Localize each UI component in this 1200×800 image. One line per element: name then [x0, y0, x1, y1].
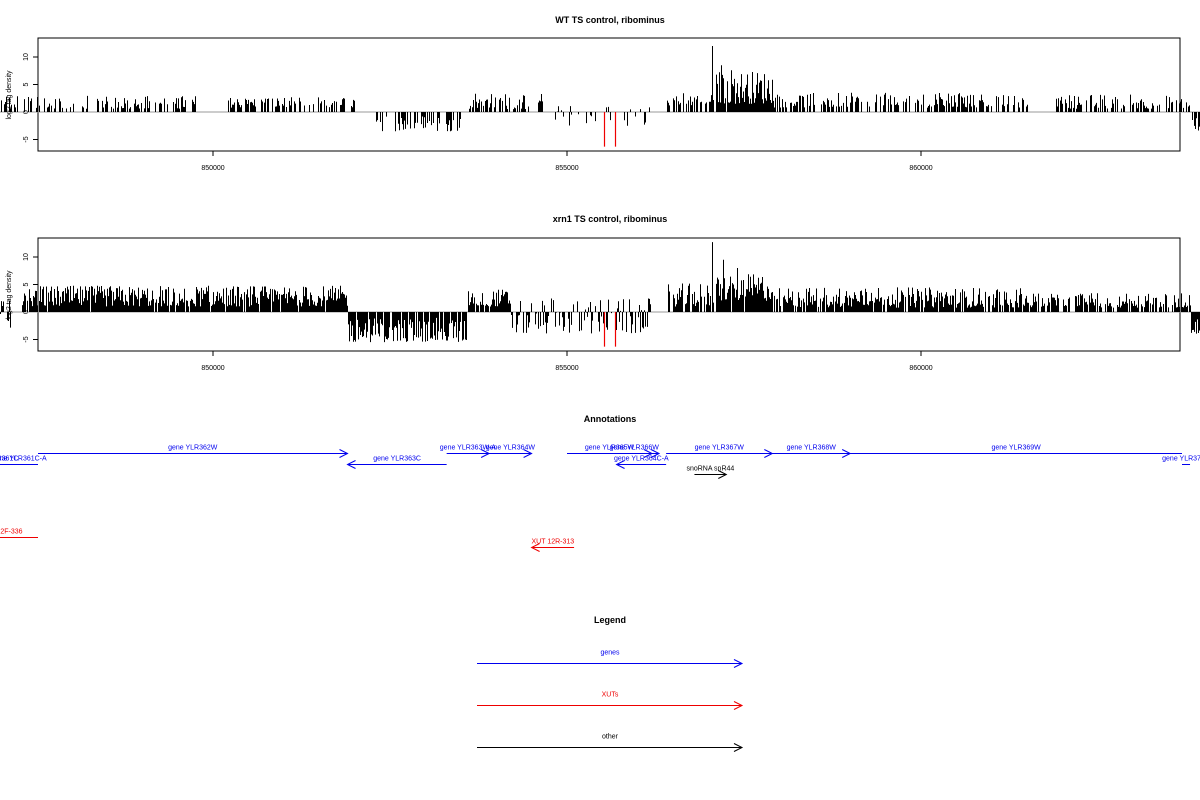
legend-title: Legend: [594, 615, 626, 625]
annotation-feature: gene YLR368W: [772, 445, 852, 458]
wt-y-tick-label: -5: [23, 136, 30, 142]
annotation-label: gene YLR370C: [1162, 456, 1200, 463]
xrn1-y-tick-label: 10: [23, 253, 30, 261]
annotation-feature: gene YLR361C-A: [0, 456, 47, 465]
legend-arrowhead: [733, 659, 744, 668]
xrn1-x-axis: 850000 855000 860000: [201, 351, 933, 372]
annotation-feature: gene YLR370C: [1162, 456, 1200, 465]
annotation-label: gene YLR368W: [787, 445, 837, 452]
legend-item: XUTs: [477, 692, 744, 710]
annotation-label: gene YLR366W: [610, 445, 660, 452]
annotation-feature: gene YLR364W: [486, 445, 536, 458]
legend-item: other: [477, 734, 744, 752]
annotation-arrowhead: [346, 460, 356, 469]
wt-y-tick-label: 5: [23, 82, 30, 86]
legend-label: XUTs: [602, 692, 619, 699]
annotation-arrowhead: [718, 470, 728, 479]
wt-y-tick-label: 10: [23, 53, 30, 61]
annotation-arrowhead: [615, 460, 625, 469]
annotation-feature: XUT 12F-336: [0, 529, 38, 538]
xrn1-panel-title: xrn1 TS control, ribominus: [553, 214, 668, 224]
annotation-arrowhead: [523, 449, 533, 458]
legend-arrowhead: [733, 701, 744, 710]
xrn1-y-axis-label: log2 tag density: [6, 270, 13, 320]
xrn1-density-bars: [0, 242, 1200, 343]
xrn1-y-tick-label: -5: [23, 336, 30, 342]
xrn1-x-tick-label: 860000: [909, 365, 932, 372]
annotation-label: gene YLR367W: [695, 445, 745, 452]
legend-arrowhead: [733, 743, 744, 752]
wt-x-tick-label: 860000: [909, 165, 932, 172]
xrn1-y-tick-label: 5: [23, 282, 30, 286]
legend-label: other: [602, 734, 619, 741]
wt-plot-frame: [37, 37, 1181, 152]
annotation-arrowhead: [339, 449, 349, 458]
wt-x-axis: 850000 855000 860000: [201, 151, 933, 172]
annotation-label: snoRNA snR44: [686, 466, 734, 473]
annotation-feature: XUT 12R-313: [530, 539, 575, 552]
wt-panel-title: WT TS control, ribominus: [555, 15, 665, 25]
xrn1-x-tick-label: 855000: [555, 365, 578, 372]
annotation-feature: gene YLR363C: [346, 456, 447, 469]
legend-section: Legend genes XUTs other: [477, 615, 744, 752]
wt-y-axis-label: log2 tag density: [6, 70, 13, 120]
annotation-feature: gene YLR367W: [666, 445, 774, 458]
annotation-feature: gene YLR364C-A: [614, 456, 669, 469]
annotation-features: gene YLR361Cgene YLR361C-A gene YLR362W ge…: [0, 445, 1200, 552]
wt-red-markers: [603, 112, 617, 147]
legend-item: genes: [477, 650, 744, 668]
annotations-section: Annotations gene YLR361Cgene YLR361C-Age…: [0, 414, 1200, 552]
annotation-feature: snoRNA snR44: [686, 466, 734, 479]
annotation-label: XUT 12R-313: [532, 539, 575, 546]
annotation-label: gene YLR361C: [0, 456, 18, 463]
annotation-label: gene YLR364C-A: [614, 456, 669, 463]
annotation-label: XUT 12F-336: [0, 529, 23, 536]
xrn1-red-markers: [603, 312, 617, 347]
wt-y-axis: -50510: [23, 53, 38, 143]
xrn1-panel: xrn1 TS control, ribominus log2 tag dens…: [0, 214, 1200, 372]
annotation-arrowhead: [530, 543, 540, 552]
wt-panel: WT TS control, ribominus log2 tag densit…: [0, 15, 1200, 172]
annotation-label: gene YLR361C-A: [0, 456, 47, 463]
wt-x-tick-label: 850000: [201, 165, 224, 172]
legend-items: genes XUTs other: [477, 650, 744, 752]
annotation-label: gene YLR369W: [991, 445, 1041, 452]
annotation-arrowhead: [650, 449, 661, 458]
annotation-label: gene YLR364W: [486, 445, 536, 452]
xrn1-plot-frame: [37, 237, 1181, 352]
annotation-label: gene YLR363C: [373, 456, 421, 463]
annotations-title: Annotations: [584, 414, 637, 424]
annotation-feature: gene YLR366W: [609, 445, 661, 458]
annotation-label: gene YLR365W: [585, 445, 635, 452]
annotation-label: gene YLR362W: [168, 445, 218, 452]
wt-density-bars: [0, 46, 1200, 132]
annotation-label: gene YLR363W-A: [440, 445, 496, 452]
annotation-feature: gene YLR362W: [38, 445, 349, 458]
wt-x-tick-label: 855000: [555, 165, 578, 172]
legend-label: genes: [600, 650, 620, 657]
annotation-feature: gene YLR369W: [850, 445, 1182, 454]
xrn1-x-tick-label: 850000: [201, 365, 224, 372]
